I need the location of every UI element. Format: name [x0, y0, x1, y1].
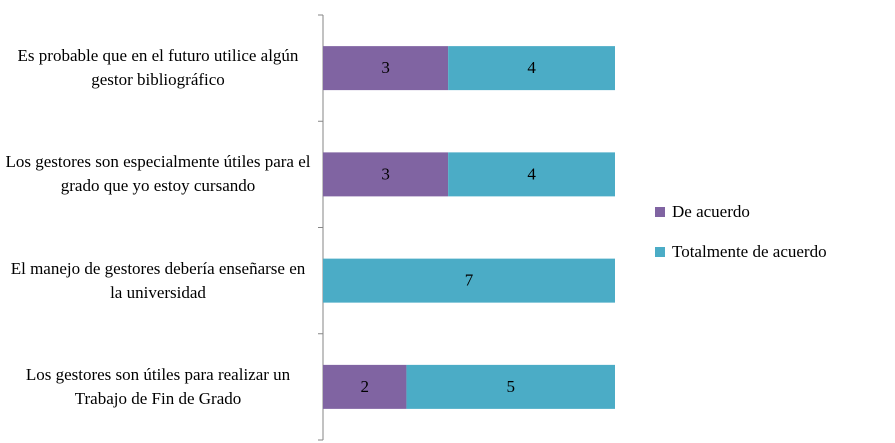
category-label: Los gestores son especialmente útiles pa…	[5, 152, 311, 196]
data-label: 3	[381, 58, 390, 77]
category-label: Es probable que en el futuro utilice alg…	[17, 46, 299, 90]
bar-segment	[448, 152, 615, 197]
data-label: 7	[465, 271, 474, 290]
data-label: 4	[527, 164, 536, 183]
bar-segment	[448, 46, 615, 91]
category-label: El manejo de gestores debería enseñarse …	[10, 258, 306, 302]
data-label: 2	[360, 377, 369, 396]
category-label: Los gestores son útiles para realizar un…	[25, 364, 291, 408]
legend-label: De acuerdo	[672, 202, 750, 221]
legend-label: Totalmente de acuerdo	[672, 242, 827, 261]
bar-segment	[323, 152, 449, 197]
legend-swatch	[655, 247, 665, 257]
data-label: 3	[381, 164, 390, 183]
bar-segment	[406, 364, 615, 409]
data-label: 4	[527, 58, 536, 77]
bar-segment	[323, 46, 449, 91]
bar-segment	[323, 258, 615, 303]
data-label: 5	[506, 377, 515, 396]
bar-segment	[323, 364, 407, 409]
legend-swatch	[655, 207, 665, 217]
